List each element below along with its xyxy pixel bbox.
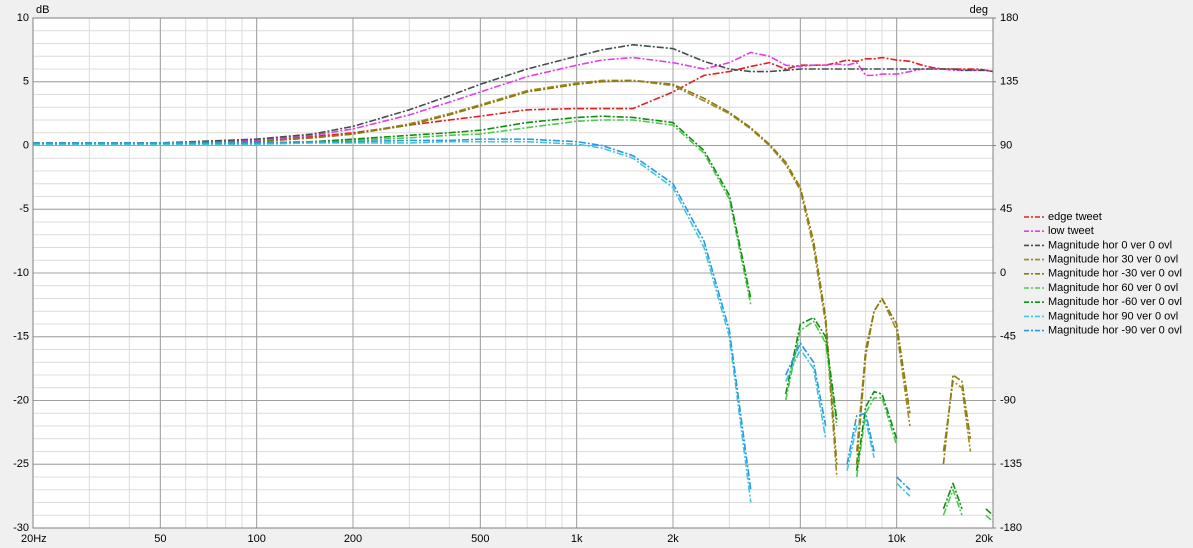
x-tick-label: 50 bbox=[154, 533, 166, 545]
y2-tick-label: 0 bbox=[1000, 267, 1006, 279]
x-tick-label: 200 bbox=[344, 533, 362, 545]
x-tick-label: 10k bbox=[888, 533, 906, 545]
y-tick-label: 10 bbox=[17, 12, 29, 24]
labels: 20Hz 50 100 200 500 1k 2k 5k 10k 20k1050-5-10-15-… bbox=[13, 12, 1182, 545]
legend-label: edge tweet bbox=[1048, 211, 1102, 223]
x-tick-label: 20Hz bbox=[21, 533, 47, 545]
y-tick-label: -15 bbox=[13, 331, 29, 343]
y-tick-label: -25 bbox=[13, 458, 29, 470]
y-tick-label: -20 bbox=[13, 394, 29, 406]
series-line bbox=[33, 43, 993, 144]
x-tick-label: 100 bbox=[247, 533, 265, 545]
series-line bbox=[33, 119, 993, 523]
y-tick-label: -30 bbox=[13, 522, 29, 534]
y2-tick-label: -135 bbox=[1000, 458, 1022, 470]
y2-tick-label: 135 bbox=[1000, 76, 1018, 88]
y-tick-label: -10 bbox=[13, 267, 29, 279]
legend-label: Magnitude hor 0 ver 0 ovl bbox=[1048, 239, 1172, 251]
y2-tick-label: -90 bbox=[1000, 394, 1016, 406]
legend-label: low tweet bbox=[1048, 225, 1094, 237]
y-tick-label: 5 bbox=[23, 76, 29, 88]
y2-axis-label: deg bbox=[970, 4, 988, 16]
series-line bbox=[33, 115, 993, 516]
y-tick-label: -5 bbox=[19, 203, 29, 215]
y2-tick-label: 180 bbox=[1000, 12, 1018, 24]
legend-label: Magnitude hor -60 ver 0 ovl bbox=[1048, 296, 1182, 308]
x-tick-label: 1k bbox=[571, 533, 583, 545]
y-tick-label: 0 bbox=[23, 139, 29, 151]
y2-tick-label: 90 bbox=[1000, 139, 1012, 151]
x-tick-label: 2k bbox=[667, 533, 679, 545]
y2-tick-label: 45 bbox=[1000, 203, 1012, 215]
y2-tick-label: -180 bbox=[1000, 522, 1022, 534]
y-axis-label: dB bbox=[36, 4, 49, 16]
y2-tick-label: -45 bbox=[1000, 331, 1016, 343]
x-tick-label: 500 bbox=[471, 533, 489, 545]
x-tick-label: 5k bbox=[795, 533, 807, 545]
legend-label: Magnitude hor 60 ver 0 ovl bbox=[1048, 282, 1178, 294]
legend-label: Magnitude hor 30 ver 0 ovl bbox=[1048, 254, 1178, 266]
legend-label: Magnitude hor 90 ver 0 ovl bbox=[1048, 310, 1178, 322]
x-tick-label: 20k bbox=[975, 533, 993, 545]
legend-label: Magnitude hor -30 ver 0 ovl bbox=[1048, 268, 1182, 280]
legend-label: Magnitude hor -90 ver 0 ovl bbox=[1048, 325, 1182, 337]
curves bbox=[33, 43, 993, 523]
